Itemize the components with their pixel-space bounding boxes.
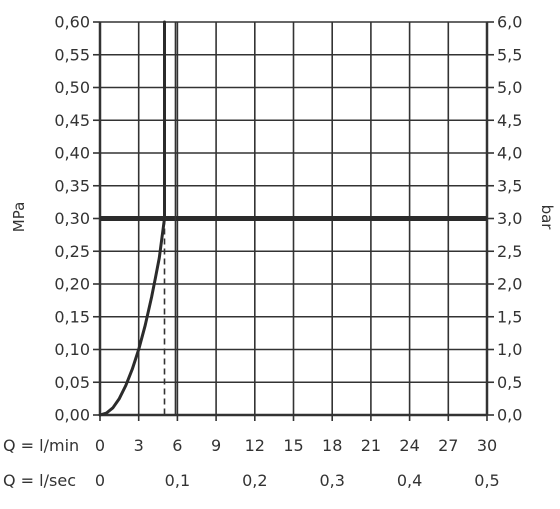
y-tick-label-right: 3,5 (497, 176, 522, 195)
x-tick-labels: Q = l/min 0 3 6 9 12 15 18 21 24 27 30 Q = l/sec 0 0,1… (3, 436, 500, 490)
x-tick-label: 27 (438, 436, 458, 455)
x-tick-label: 15 (283, 436, 303, 455)
x-tick-label: 0,2 (242, 471, 267, 490)
y-tick-label-right: 5,5 (497, 45, 522, 64)
y-tick-label-right: 1,0 (497, 340, 522, 359)
flow-curve (98, 20, 166, 417)
x-tick-label: 0 (95, 471, 105, 490)
x-tick-label: 0,4 (397, 471, 422, 490)
x-axis-label: Q = l/sec (3, 471, 76, 490)
y-tick-label-right: 6,0 (497, 13, 522, 32)
y-axis-label-right: bar (538, 205, 556, 231)
y-tick-label-left: 0,35 (54, 176, 90, 195)
x-tick-label: 12 (245, 436, 265, 455)
grid (93, 21, 494, 421)
x-tick-label: 6 (172, 436, 182, 455)
y-tick-label-right: 4,5 (497, 111, 522, 130)
series-group (98, 20, 487, 417)
y-tick-label-left: 0,05 (54, 373, 90, 392)
y-tick-label-left: 0,15 (54, 307, 90, 326)
x-tick-label: 21 (361, 436, 381, 455)
y-tick-label-left: 0,60 (54, 13, 90, 32)
x-axis-label: Q = l/min (3, 436, 79, 455)
x-tick-label: 3 (134, 436, 144, 455)
x-tick-label: 0,5 (474, 471, 499, 490)
x-tick-label: 24 (399, 436, 419, 455)
y-tick-label-left: 0,25 (54, 242, 90, 261)
y-tick-label-right: 2,5 (497, 242, 522, 261)
y-tick-label-right: 5,0 (497, 78, 522, 97)
x-tick-label: 18 (322, 436, 342, 455)
x-tick-label: 0,1 (165, 471, 190, 490)
y-tick-label-right: 1,5 (497, 307, 522, 326)
x-tick-label: 0 (95, 436, 105, 455)
y-tick-label-right: 0,5 (497, 373, 522, 392)
y-tick-label-left: 0,40 (54, 144, 90, 163)
y-tick-label-right: 0,0 (497, 406, 522, 425)
y-tick-label-left: 0,50 (54, 78, 90, 97)
y-tick-label-left: 0,00 (54, 406, 90, 425)
y-tick-label-left: 0,55 (54, 45, 90, 64)
y-tick-label-left: 0,45 (54, 111, 90, 130)
y-tick-label-left: 0,20 (54, 275, 90, 294)
x-tick-label: 0,3 (319, 471, 344, 490)
y-tick-label-left: 0,30 (54, 209, 90, 228)
y-tick-label-right: 4,0 (497, 144, 522, 163)
y-tick-label-right: 2,0 (497, 275, 522, 294)
right-tick-labels: 0,0 0,5 1,0 1,5 2,0 2,5 3,0 3,5 4,0 4,5 5,0 5,5 6,0 (497, 13, 522, 425)
y-axis-label-left: MPa (10, 202, 28, 233)
left-tick-labels: 0,00 0,05 0,10 0,15 0,20 0,25 0,30 0,35 0,40 0,45… (54, 13, 90, 425)
y-tick-label-left: 0,10 (54, 340, 90, 359)
y-tick-label-right: 3,0 (497, 209, 522, 228)
x-tick-label: 30 (477, 436, 497, 455)
x-tick-label: 9 (211, 436, 221, 455)
